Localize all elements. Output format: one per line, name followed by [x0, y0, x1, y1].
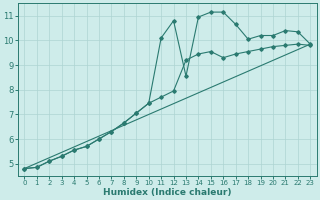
X-axis label: Humidex (Indice chaleur): Humidex (Indice chaleur) [103, 188, 232, 197]
